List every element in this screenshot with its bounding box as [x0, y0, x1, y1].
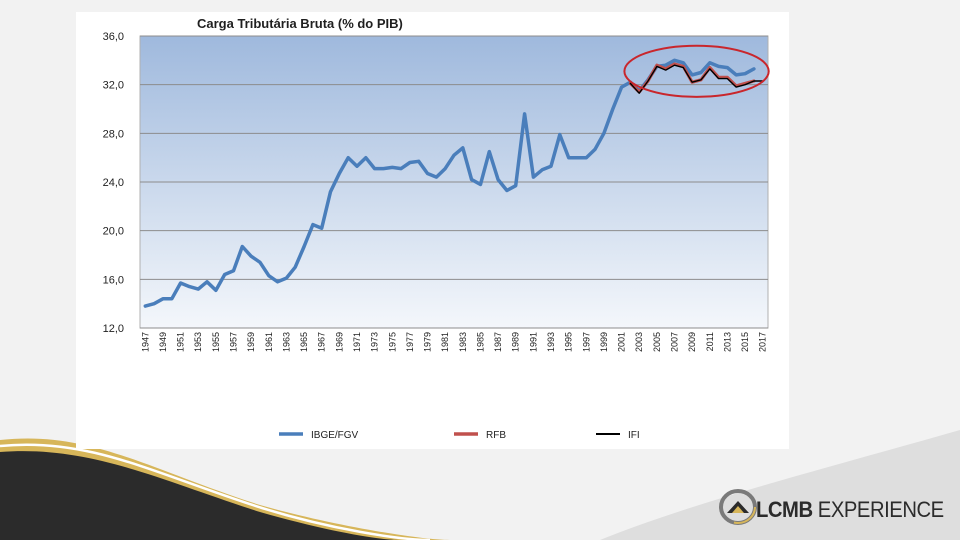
x-tick-label: 1959 [246, 332, 256, 352]
x-tick-label: 1963 [281, 332, 291, 352]
x-tick-label: 1995 [564, 332, 574, 352]
x-tick-label: 1971 [352, 332, 362, 352]
grid-lines [140, 35, 768, 329]
y-tick-label: 16,0 [103, 274, 124, 286]
x-tick-label: 2017 [758, 332, 768, 352]
x-tick-label: 1951 [176, 332, 186, 352]
highlight-ellipse [623, 44, 770, 98]
logo-text-experience: EXPERIENCE [817, 497, 944, 522]
chart-title: Carga Tributária Bruta (% do PIB) [197, 16, 403, 31]
x-tick-label: 2005 [652, 332, 662, 352]
x-tick-label: 1987 [493, 332, 503, 352]
x-tick-label: 2015 [740, 332, 750, 352]
logo-text-lcmb: LCMB [756, 497, 813, 522]
x-tick-label: 1983 [458, 332, 468, 352]
legend-label: IFI [628, 430, 640, 441]
x-tick-label: 1957 [228, 332, 238, 352]
x-tick-label: 1979 [423, 332, 433, 352]
y-tick-label: 32,0 [103, 80, 124, 92]
x-tick-label: 1973 [370, 332, 380, 352]
brand-logo: LCMB EXPERIENCE [718, 485, 948, 531]
x-tick-label: 1997 [581, 332, 591, 352]
grey-right-wave [600, 430, 960, 540]
x-tick-label: 1947 [140, 332, 150, 352]
x-tick-label: 2011 [705, 332, 715, 351]
x-tick-label: 1985 [475, 332, 485, 352]
dark-wave-band [0, 451, 400, 540]
x-tick-label: 2009 [687, 332, 697, 352]
series-line-ifi [629, 64, 764, 94]
chart: Carga Tributária Bruta (% do PIB) 12,0 16… [103, 16, 770, 441]
legend-label: IBGE/FGV [311, 430, 359, 441]
white-curve-line [0, 443, 431, 540]
x-tick-label: 1999 [599, 332, 609, 352]
x-tick-label: 1981 [440, 332, 450, 352]
x-tick-label: 2013 [722, 332, 732, 352]
x-tick-label: 2007 [670, 332, 680, 352]
x-tick-label: 1975 [387, 332, 397, 352]
x-tick-label: 1949 [158, 332, 168, 352]
series-lines [143, 58, 764, 308]
x-tick-label: 1955 [211, 332, 221, 352]
y-tick-label: 36,0 [103, 31, 124, 43]
x-tick-labels: 1947 1949 1951 1953 1955 1957 1959 1961 1963 1965… [140, 332, 767, 352]
y-tick-label: 24,0 [103, 177, 124, 189]
x-tick-label: 1977 [405, 332, 415, 352]
x-tick-label: 1989 [511, 332, 521, 352]
y-tick-label: 28,0 [103, 128, 124, 140]
logo-emblem-icon [719, 489, 757, 525]
x-tick-label: 1953 [193, 332, 203, 352]
x-tick-label: 1965 [299, 332, 309, 352]
x-tick-label: 1969 [334, 332, 344, 352]
x-tick-label: 1993 [546, 332, 556, 352]
y-tick-labels: 12,0 16,0 20,0 24,0 28,0 32,0 36,0 [103, 31, 124, 335]
y-tick-label: 20,0 [103, 226, 124, 238]
x-tick-label: 2003 [634, 332, 644, 352]
x-tick-label: 1961 [264, 332, 274, 352]
y-tick-label: 12,0 [103, 323, 124, 335]
x-tick-label: 1991 [528, 332, 538, 352]
x-tick-label: 1967 [317, 332, 327, 352]
legend-label: RFB [486, 430, 506, 441]
legend: IBGE/FGV RFB IFI [279, 430, 640, 441]
x-tick-label: 2001 [617, 332, 627, 352]
chart-card: Carga Tributária Bruta (% do PIB) 12,0 16… [76, 12, 789, 449]
